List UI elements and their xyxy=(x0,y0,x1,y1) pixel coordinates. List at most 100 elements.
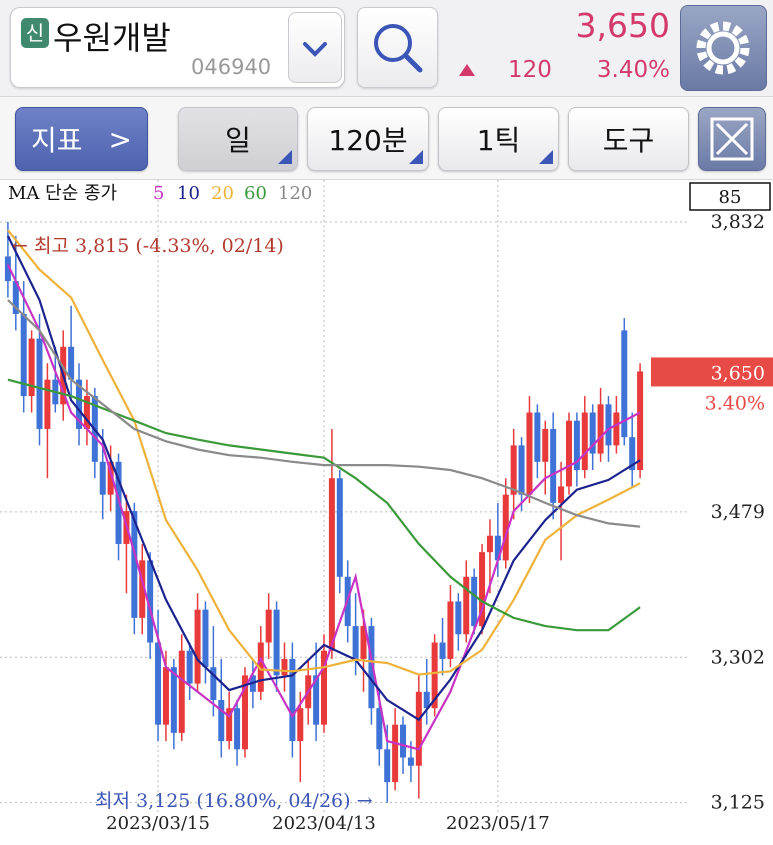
candle-body xyxy=(155,642,162,725)
x-tick-label: 2023/03/15 xyxy=(106,813,210,834)
current-price: 3,650 xyxy=(575,6,670,45)
chevron-icon xyxy=(303,42,327,57)
legend-entry: 10 xyxy=(177,183,200,204)
candle-body xyxy=(384,749,391,783)
settings-button[interactable] xyxy=(680,5,767,91)
candle-body xyxy=(502,494,509,561)
candle-body xyxy=(226,708,233,742)
legend-entry: 60 xyxy=(244,183,267,204)
candle-body xyxy=(210,667,217,701)
candle-body xyxy=(218,700,225,742)
candle-body xyxy=(147,560,154,643)
badge: 신 xyxy=(21,18,49,48)
button-label: 120분 xyxy=(328,124,408,157)
candle-body xyxy=(542,428,549,462)
candle-body xyxy=(321,650,327,725)
current-price-tag xyxy=(651,357,773,387)
candle-body xyxy=(115,461,122,544)
expand-icon xyxy=(710,117,754,161)
candle-body xyxy=(629,437,636,471)
candle-body xyxy=(107,461,114,495)
candle-body xyxy=(550,428,557,503)
ma-line xyxy=(6,235,641,722)
expand-button[interactable] xyxy=(698,107,766,171)
candle-body xyxy=(510,445,517,495)
gear-icon xyxy=(696,21,750,75)
dropdown-button[interactable] xyxy=(288,12,342,83)
candle-body xyxy=(360,626,367,659)
search-button[interactable] xyxy=(357,7,438,88)
candle-body xyxy=(621,330,628,438)
candle-body xyxy=(581,412,588,471)
x-tick-label: 2023/05/17 xyxy=(446,813,550,834)
candle-body xyxy=(4,256,11,282)
candle-body xyxy=(234,708,241,750)
candle-body xyxy=(178,650,185,733)
button-label: 지표 xyxy=(31,124,83,157)
counter-box xyxy=(689,182,771,211)
search-icon xyxy=(374,24,423,73)
candle-body xyxy=(289,658,296,742)
stock-search-box[interactable]: 신 우원개발 046940 xyxy=(10,7,345,88)
candle-body xyxy=(518,445,525,495)
toolbar: 지표 > 일 120분 1틱 도구 xyxy=(0,97,773,180)
y-tick-label: 3,832 xyxy=(711,211,765,233)
legend-title: MA 단순 종가 xyxy=(8,183,117,204)
indicator-button[interactable]: 지표 > xyxy=(15,107,148,171)
candle-body xyxy=(486,535,493,553)
candle-body xyxy=(589,412,596,454)
candle-body xyxy=(265,609,272,643)
candle-body xyxy=(328,478,335,651)
candle-body xyxy=(613,412,620,446)
candle-body xyxy=(431,642,438,709)
tick-button[interactable]: 1틱 xyxy=(438,107,559,171)
x-tick-label: 2023/04/13 xyxy=(272,813,376,834)
tools-button[interactable]: 도구 xyxy=(568,107,689,171)
candle-body xyxy=(297,708,304,742)
candle-body xyxy=(565,420,572,487)
stock-name: 우원개발 xyxy=(53,19,171,57)
candle-body xyxy=(400,724,407,758)
up-arrow-icon xyxy=(459,64,475,76)
candle-body xyxy=(313,675,320,725)
candle-body xyxy=(20,313,27,397)
candle-body xyxy=(241,675,248,750)
candle-body xyxy=(44,379,51,429)
low-annotation: 최저 3,125 (16.80%, 04/26) → xyxy=(95,790,373,812)
candle-body xyxy=(83,396,90,429)
ma-line xyxy=(7,229,641,676)
candle-body xyxy=(447,601,454,659)
candle-body xyxy=(352,626,359,659)
current-change-label: 3.40% xyxy=(705,392,765,414)
candle-body xyxy=(139,560,146,618)
y-tick-label: 3,302 xyxy=(711,646,765,668)
candle-body xyxy=(534,412,541,462)
y-tick-label: 3,125 xyxy=(711,792,765,814)
candle-body xyxy=(407,757,414,766)
current-price-label: 3,650 xyxy=(711,362,765,384)
candle-body xyxy=(376,708,383,750)
counter: 85 xyxy=(719,187,742,208)
minute-button[interactable]: 120분 xyxy=(307,107,429,171)
candle-body xyxy=(28,338,35,397)
legend-entry: 5 xyxy=(153,183,164,204)
legend-entry: 120 xyxy=(278,183,312,204)
button-label: 도구 xyxy=(602,124,655,157)
candle-body xyxy=(194,609,201,684)
candle-body xyxy=(439,642,446,659)
candle-body xyxy=(605,404,612,446)
legend-entry: 20 xyxy=(211,183,234,204)
candle-body xyxy=(36,338,43,429)
daily-button[interactable]: 일 xyxy=(178,107,298,171)
candle-body xyxy=(202,609,209,668)
y-tick-label: 3,479 xyxy=(711,501,765,523)
candle-body xyxy=(99,461,106,495)
candle-body xyxy=(573,420,580,471)
candle-body xyxy=(471,576,478,627)
candle-body xyxy=(455,601,462,635)
high-annotation: ← 최고 3,815 (-4.33%, 02/14) xyxy=(12,235,284,257)
candle-body xyxy=(76,379,83,429)
candle-body xyxy=(170,667,177,733)
